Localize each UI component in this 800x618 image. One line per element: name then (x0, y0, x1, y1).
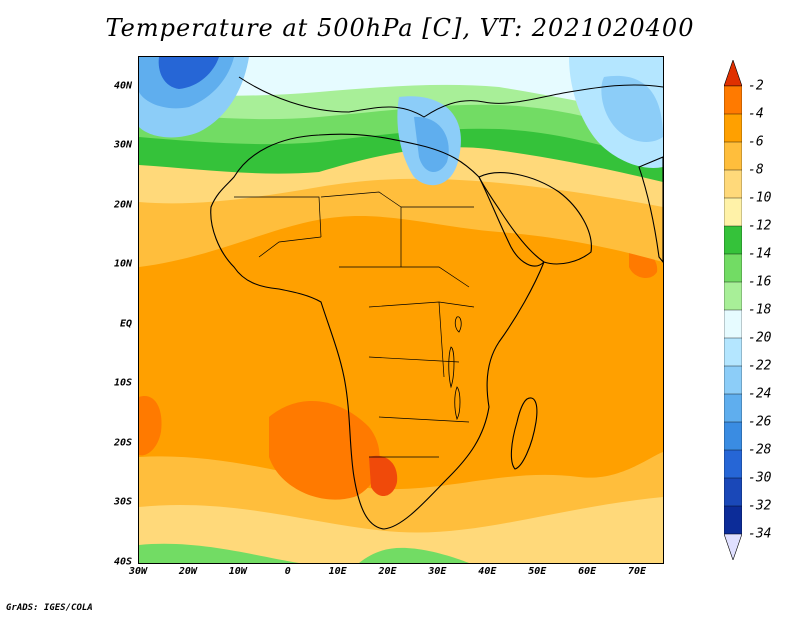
lakes (448, 316, 462, 421)
longitude-tick-label: 70E (628, 566, 647, 577)
longitude-tick-label: 30W (128, 566, 148, 577)
temperature-band-southern-cooler (139, 497, 663, 563)
colorbar-tick-label: -8 (748, 162, 764, 178)
temperature-map (139, 57, 663, 563)
colorbar-segment (724, 393, 742, 423)
latitude-tick-label: 40N (113, 80, 132, 92)
longitude-tick-label: 30E (428, 566, 447, 577)
map-title: Temperature at 500hPa [C], VT: 202102040… (105, 14, 695, 42)
latitude-tick-label: 10N (113, 258, 132, 270)
longitude-tick-label: 10E (328, 566, 347, 577)
colorbar-tick-label: -28 (748, 442, 772, 458)
temperature-hotspot-west (139, 396, 162, 456)
colorbar-segment (724, 197, 742, 227)
latitude-tick-label: 10S (113, 377, 132, 389)
europe-coastline (238, 76, 663, 118)
colorbar-segment (724, 365, 742, 395)
longitude-tick-label: 50E (528, 566, 547, 577)
latitude-tick-label: 30N (113, 139, 132, 151)
colorbar (724, 60, 742, 560)
longitude-tick-label: 40E (478, 566, 497, 577)
madagascar-coastline (510, 397, 538, 470)
colorbar-bottom-arrow (724, 533, 742, 560)
colorbar-top-arrow (724, 60, 742, 87)
colorbar-tick-label: -2 (748, 78, 764, 94)
latitude-tick-label: 40S (113, 556, 132, 568)
colorbar-tick-label: -14 (748, 246, 772, 262)
footer-credit: GrADS: IGES/COLA (6, 603, 93, 613)
temperature-trough-core (414, 116, 449, 173)
colorbar-segment (724, 477, 742, 507)
colorbar-tick-label: -32 (748, 498, 772, 514)
latitude-tick-label: EQ (119, 318, 132, 330)
india-coastline (638, 156, 663, 263)
colorbar-tick-label: -10 (748, 190, 772, 206)
colorbar-tick-label: -6 (748, 134, 764, 150)
colorbar-segment (724, 85, 742, 115)
latitude-tick-label: 20S (113, 437, 132, 449)
temperature-band-southern-green (139, 543, 469, 563)
colorbar-tick-label: -12 (748, 218, 772, 234)
colorbar-tick-label: -24 (748, 386, 772, 402)
colorbar-tick-label: -34 (748, 526, 772, 542)
colorbar-tick-label: -18 (748, 302, 772, 318)
longitude-tick-label: 60E (578, 566, 597, 577)
colorbar-tick-label: -22 (748, 358, 772, 374)
colorbar-tick-label: -26 (748, 414, 772, 430)
latitude-tick-label: 30S (113, 496, 132, 508)
arabia-coastline (478, 172, 592, 265)
colorbar-segment (724, 309, 742, 339)
temperature-trough-atlantic-core (158, 57, 219, 89)
africa-coastline (210, 133, 545, 530)
colorbar-segment (724, 449, 742, 479)
map-plot-area (138, 56, 664, 564)
colorbar-segment (724, 141, 742, 171)
colorbar-segment (724, 113, 742, 143)
colorbar-segment (724, 253, 742, 283)
temperature-trough-east-inner (601, 75, 663, 142)
colorbar-tick-label: -20 (748, 330, 772, 346)
longitude-tick-label: 10W (228, 566, 247, 577)
colorbar-segment (724, 281, 742, 311)
longitude-tick-label: 20E (378, 566, 397, 577)
colorbar-segment (724, 505, 742, 535)
temperature-band-northern-ice (139, 57, 663, 117)
colorbar-tick-label: -30 (748, 470, 772, 486)
temperature-hotspot-kalahari (369, 455, 398, 497)
colorbar-segment (724, 169, 742, 199)
colorbar-tick-label: -16 (748, 274, 772, 290)
colorbar-segment (724, 337, 742, 367)
temperature-hotspot-southwest (269, 400, 380, 500)
longitude-tick-label: 20W (178, 566, 197, 577)
country-borders (234, 191, 475, 458)
longitude-tick-label: 0 (284, 566, 291, 577)
colorbar-tick-label: -4 (748, 106, 764, 122)
colorbar-segment (724, 421, 742, 451)
colorbar-segment (724, 225, 742, 255)
latitude-tick-label: 20N (113, 199, 132, 211)
